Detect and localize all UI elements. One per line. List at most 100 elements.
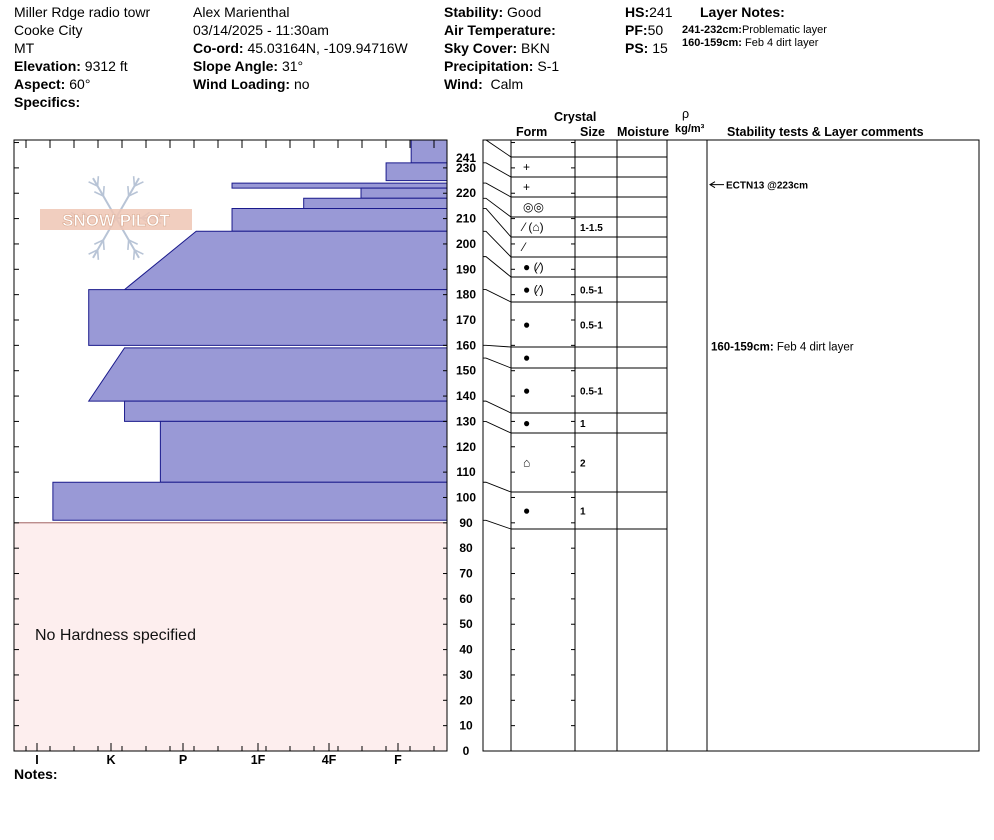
observer-name: Alex Marienthal [193, 4, 290, 20]
depth-tick-label: 230 [456, 161, 476, 175]
layer-form: + [523, 160, 530, 174]
site-state: MT [14, 40, 35, 56]
hardness-tick-label: P [179, 753, 187, 767]
layer-notes-title: Layer Notes: [700, 3, 785, 21]
sky-value: BKN [521, 40, 550, 56]
depth-tick-label: 210 [456, 212, 476, 226]
layer-comment: 160-159cm: Feb 4 dirt layer [711, 342, 854, 354]
crystal-header: Crystal [554, 110, 597, 124]
layer-comment-range: 160-159cm: [711, 342, 777, 354]
aspect-line: Aspect: 60° [14, 75, 90, 93]
slope-line: Slope Angle: 31° [193, 57, 303, 75]
layer-table: + + ◎◎ ⁄ (⌂) 1-1.5 ⁄ ● (⁄) ● (⁄) 0.5-1 ● 0.5-1 ● ● 0.… [482, 139, 980, 752]
snowflake-branch [102, 239, 105, 250]
site-location: Miller Rdge radio towr [14, 4, 151, 20]
layer-note-1-range: 241-232cm: [682, 24, 742, 36]
ps-label: PS: [625, 40, 649, 56]
depth-tick-label: 70 [459, 567, 473, 581]
snowflake-branch [127, 186, 130, 197]
depth-tick-label: 100 [456, 490, 476, 504]
notes-label-text: Notes: [14, 766, 58, 782]
size-header: Size [580, 125, 606, 139]
snowflake-branch [93, 191, 104, 197]
layer-connector [483, 481, 512, 493]
layer-size: 1 [580, 507, 586, 518]
sky-label: Sky Cover: [444, 40, 518, 56]
depth-tick-label: 150 [456, 364, 476, 378]
layer-note-1: 241-232cm:Problematic layer [682, 24, 827, 37]
ps-value: 15 [652, 40, 668, 56]
wind-loading-label: Wind Loading: [193, 76, 291, 92]
depth-tick-label: 200 [456, 237, 476, 251]
depth-tick-label: 40 [459, 643, 473, 657]
layer-form: ⁄ (⌂) [520, 220, 544, 234]
hardness-bar [385, 162, 448, 182]
depth-tick-label: 10 [459, 719, 473, 733]
sky-line: Sky Cover: BKN [444, 39, 550, 57]
chart-border [13, 139, 448, 752]
wind-label: Wind: [444, 76, 483, 92]
chart-frame: I K P 1F 4F F 0 10 20 30 40 50 60 70 80 90 100 110 120 130 1… [13, 139, 476, 767]
no-hardness-rect [13, 522, 448, 752]
layer-form: ● [523, 351, 530, 365]
hardness-bar [410, 139, 448, 164]
depth-tick-label: 140 [456, 389, 476, 403]
wind-loading-line: Wind Loading: no [193, 75, 310, 93]
ectn-annotation: ECTN13 @223cm [726, 181, 808, 192]
depth-tick-label: 220 [456, 186, 476, 200]
layer-size: 0.5-1 [580, 321, 603, 332]
depth-tick-label: 50 [459, 617, 473, 631]
hs-label: HS: [625, 4, 650, 20]
snowflake-branch [132, 176, 136, 187]
slope-value: 31° [281, 58, 304, 74]
precip-label: Precipitation: [444, 58, 534, 74]
stability-line: Stability: Good [444, 3, 541, 21]
hardness-bar [124, 400, 448, 422]
table-border [482, 139, 980, 752]
hardness-tick-label: 1F [251, 753, 266, 767]
layer-comment-text: Feb 4 dirt layer [777, 342, 854, 354]
aspect-value: 60° [69, 76, 91, 92]
depth-top-label: 241 [456, 151, 476, 165]
stability-label: Stability: [444, 4, 504, 20]
depth-tick-label: 30 [459, 668, 473, 682]
snowflake-branch [132, 249, 136, 260]
layer-form: + [523, 180, 530, 194]
notes-label: Notes: [14, 765, 58, 783]
elevation-label: Elevation: [14, 58, 81, 74]
layer-size: 0.5-1 [580, 286, 603, 297]
snow-pilot-logo: SNOW PILOT [40, 176, 192, 260]
snowflake-branch [127, 239, 130, 250]
layer-connector [483, 400, 512, 414]
hardness-tick-label: K [106, 753, 115, 767]
depth-tick-label: 60 [459, 592, 473, 606]
site-city: Cooke City [14, 22, 83, 38]
layer-form: ⌂ [523, 456, 530, 470]
depth-tick-label: 170 [456, 313, 476, 327]
layer-form: ● [523, 416, 530, 430]
layer-form: ◎◎ [523, 200, 544, 214]
layer-form: ● [523, 384, 530, 398]
snowflake-branch [102, 186, 105, 197]
precip-line: Precipitation: S-1 [444, 57, 559, 75]
depth-tick-label: 110 [456, 465, 476, 479]
layer-note-2-range: 160-159cm: [682, 37, 742, 49]
hardness-tick-label: I [35, 753, 38, 767]
logo-text: SNOW PILOT [62, 211, 170, 230]
layer-form: ● [523, 504, 530, 518]
observation-datetime: 03/14/2025 - 11:30am [193, 22, 329, 38]
aspect-label: Aspect: [14, 76, 66, 92]
layer-connector [483, 344, 512, 348]
layer-size: 0.5-1 [580, 387, 603, 398]
wind-value: Calm [490, 76, 524, 92]
moisture-header: Moisture [617, 125, 670, 139]
depth-tick-label: 130 [456, 414, 476, 428]
pf-value: 50 [647, 22, 664, 38]
coord-value: 45.03164N, -109.94716W [247, 40, 408, 56]
layer-connector [483, 256, 512, 278]
layer-connector [483, 230, 512, 258]
layer-size: 2 [580, 459, 586, 470]
snowflake-branch [128, 239, 139, 245]
depth-tick-label: 190 [456, 262, 476, 276]
